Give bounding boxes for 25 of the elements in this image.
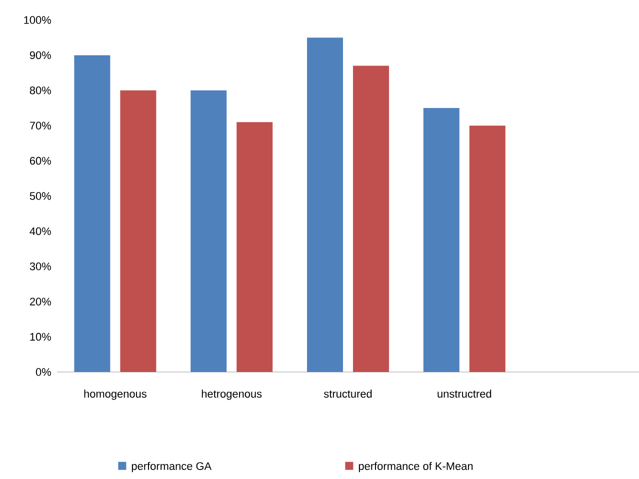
x-tick-label: homogenous [84,390,146,400]
y-tick-label: 90% [30,51,51,60]
y-tick-label: 20% [30,298,51,306]
x-tick-label: structured [324,390,372,398]
bar [236,122,273,372]
x-tick-label: unstructred [438,390,492,398]
bar [307,38,343,372]
x-tick-label: hetrogenous [202,390,262,400]
bar [353,66,389,372]
bar [469,126,506,372]
bar [74,55,110,372]
y-tick-label: 0% [36,368,51,376]
y-tick-label: 80% [30,86,51,94]
bar [190,90,227,372]
y-tick-label: 60% [30,156,51,165]
y-tick-label: 50% [30,192,51,200]
y-tick-label: 10% [30,332,51,341]
y-tick-label: 40% [30,227,51,236]
legend-label: performance GA [132,462,212,472]
bar [423,108,460,372]
bar [120,90,156,372]
y-tick-label: 30% [30,262,51,270]
y-tick-label: 70% [30,122,51,130]
y-tick-label: 100% [24,16,51,24]
legend-label: performance of K-Mean [358,462,473,472]
